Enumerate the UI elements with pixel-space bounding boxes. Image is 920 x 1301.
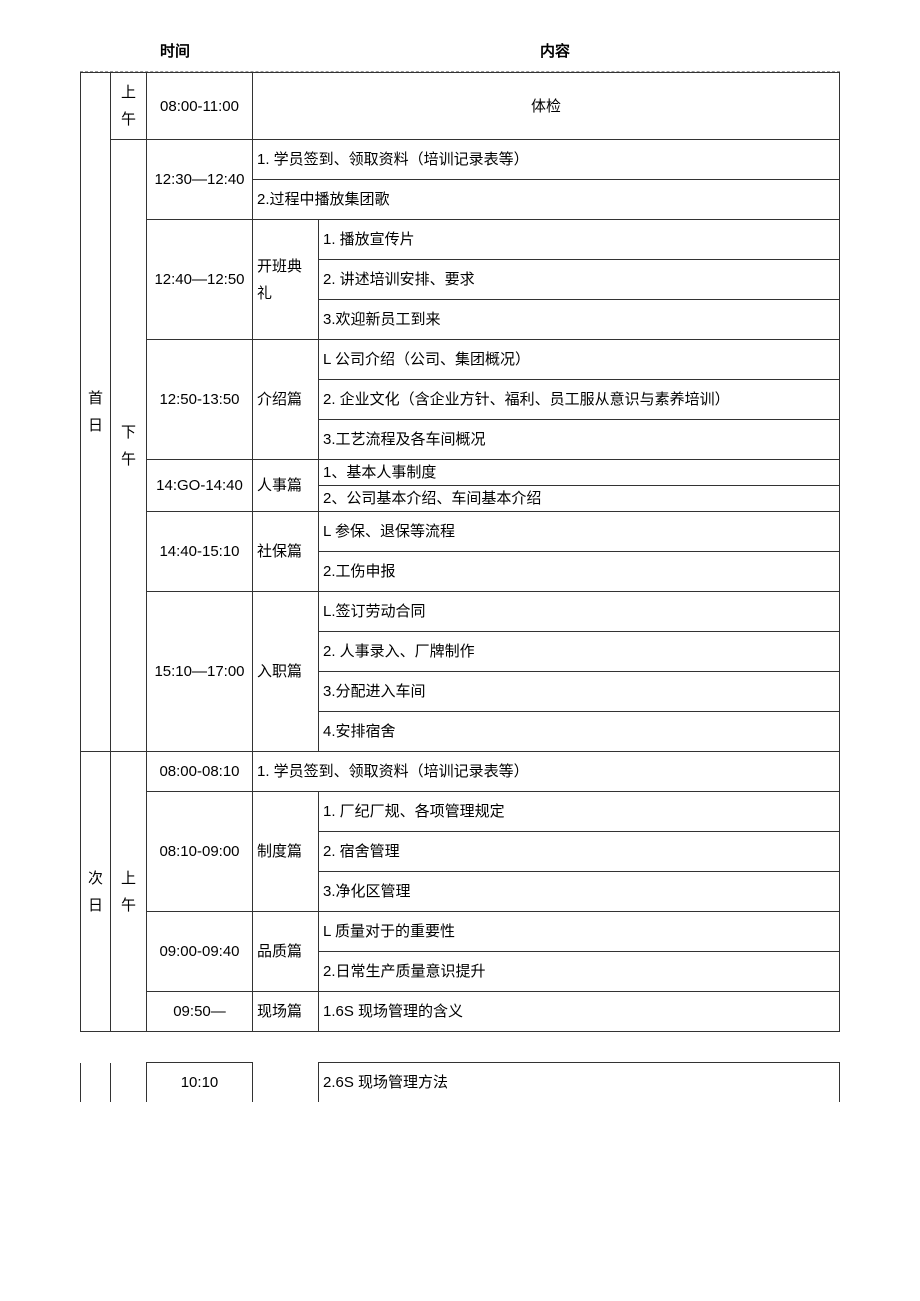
day-cell-empty	[81, 1063, 111, 1103]
table-row: 14:GO-14:40 人事篇 1、基本人事制度	[81, 460, 840, 486]
section-cell: 社保篇	[253, 512, 319, 592]
time-cell: 08:10-09:00	[147, 792, 253, 912]
table-row: 09:00-09:40 品质篇 L 质量对于的重要性	[81, 912, 840, 952]
day-label: 首日	[81, 73, 111, 752]
table-row: 12:40—12:50 开班典礼 1. 播放宣传片	[81, 220, 840, 260]
day-label: 次日	[81, 752, 111, 1032]
time-cell: 09:50—	[147, 992, 253, 1032]
content-cell: 体检	[253, 73, 840, 140]
content-cell: 1. 厂纪厂规、各项管理规定	[319, 792, 840, 832]
header-content: 内容	[270, 40, 840, 61]
content-cell: 3.分配进入车间	[319, 672, 840, 712]
time-cell: 12:40—12:50	[147, 220, 253, 340]
table-row: 15:10—17:00 入职篇 L.签订劳动合同	[81, 592, 840, 632]
content-cell: 1.6S 现场管理的含义	[319, 992, 840, 1032]
table-row: 下午 12:30—12:40 1. 学员签到、领取资料（培训记录表等）	[81, 140, 840, 180]
section-cell: 现场篇	[253, 992, 319, 1032]
content-cell: 1、基本人事制度	[319, 460, 840, 486]
table-row: 14:40-15:10 社保篇 L 参保、退保等流程	[81, 512, 840, 552]
table-row: 首日 上午 08:00-11:00 体检	[81, 73, 840, 140]
content-cell: 2、公司基本介绍、车间基本介绍	[319, 486, 840, 512]
period-label: 上午	[111, 73, 147, 140]
time-cell: 14:40-15:10	[147, 512, 253, 592]
content-cell: 2.过程中播放集团歌	[253, 180, 840, 220]
time-cell: 14:GO-14:40	[147, 460, 253, 512]
time-cell: 08:00-08:10	[147, 752, 253, 792]
time-cell: 09:00-09:40	[147, 912, 253, 992]
section-cell-empty	[253, 1063, 319, 1103]
content-cell: L 公司介绍（公司、集团概况）	[319, 340, 840, 380]
content-cell: 2. 企业文化（含企业方针、福利、员工服从意识与素养培训）	[319, 380, 840, 420]
content-cell: 3.欢迎新员工到来	[319, 300, 840, 340]
table-row: 次日 上午 08:00-08:10 1. 学员签到、领取资料（培训记录表等）	[81, 752, 840, 792]
period-cell-empty	[111, 1063, 147, 1103]
section-cell: 介绍篇	[253, 340, 319, 460]
content-cell: 1. 播放宣传片	[319, 220, 840, 260]
content-cell: 4.安排宿舍	[319, 712, 840, 752]
schedule-table-continued: 10:10 2.6S 现场管理方法	[80, 1062, 840, 1102]
period-label: 下午	[111, 140, 147, 752]
table-row: 12:50-13:50 介绍篇 L 公司介绍（公司、集团概况）	[81, 340, 840, 380]
time-cell: 12:30—12:40	[147, 140, 253, 220]
content-cell: L.签订劳动合同	[319, 592, 840, 632]
content-cell: 2. 讲述培训安排、要求	[319, 260, 840, 300]
content-cell: 2. 宿舍管理	[319, 832, 840, 872]
schedule-table: 首日 上午 08:00-11:00 体检 下午 12:30—12:40 1. 学…	[80, 72, 840, 1032]
table-row: 08:10-09:00 制度篇 1. 厂纪厂规、各项管理规定	[81, 792, 840, 832]
time-cell: 10:10	[147, 1063, 253, 1103]
content-cell: L 参保、退保等流程	[319, 512, 840, 552]
table-row: 09:50— 现场篇 1.6S 现场管理的含义	[81, 992, 840, 1032]
header-time: 时间	[80, 40, 270, 61]
content-cell: L 质量对于的重要性	[319, 912, 840, 952]
content-cell: 3.工艺流程及各车间概况	[319, 420, 840, 460]
content-cell: 2. 人事录入、厂牌制作	[319, 632, 840, 672]
section-cell: 入职篇	[253, 592, 319, 752]
table-row: 10:10 2.6S 现场管理方法	[81, 1063, 840, 1103]
time-cell: 12:50-13:50	[147, 340, 253, 460]
table-header: 时间 内容	[80, 40, 840, 72]
content-cell: 2.日常生产质量意识提升	[319, 952, 840, 992]
table-gap	[80, 1032, 840, 1062]
section-cell: 开班典礼	[253, 220, 319, 340]
content-cell: 2.工伤申报	[319, 552, 840, 592]
section-cell: 人事篇	[253, 460, 319, 512]
section-cell: 制度篇	[253, 792, 319, 912]
section-cell: 品质篇	[253, 912, 319, 992]
content-cell: 2.6S 现场管理方法	[319, 1063, 840, 1103]
content-cell: 1. 学员签到、领取资料（培训记录表等）	[253, 752, 840, 792]
time-cell: 15:10—17:00	[147, 592, 253, 752]
period-label: 上午	[111, 752, 147, 1032]
time-cell: 08:00-11:00	[147, 73, 253, 140]
content-cell: 3.净化区管理	[319, 872, 840, 912]
content-cell: 1. 学员签到、领取资料（培训记录表等）	[253, 140, 840, 180]
